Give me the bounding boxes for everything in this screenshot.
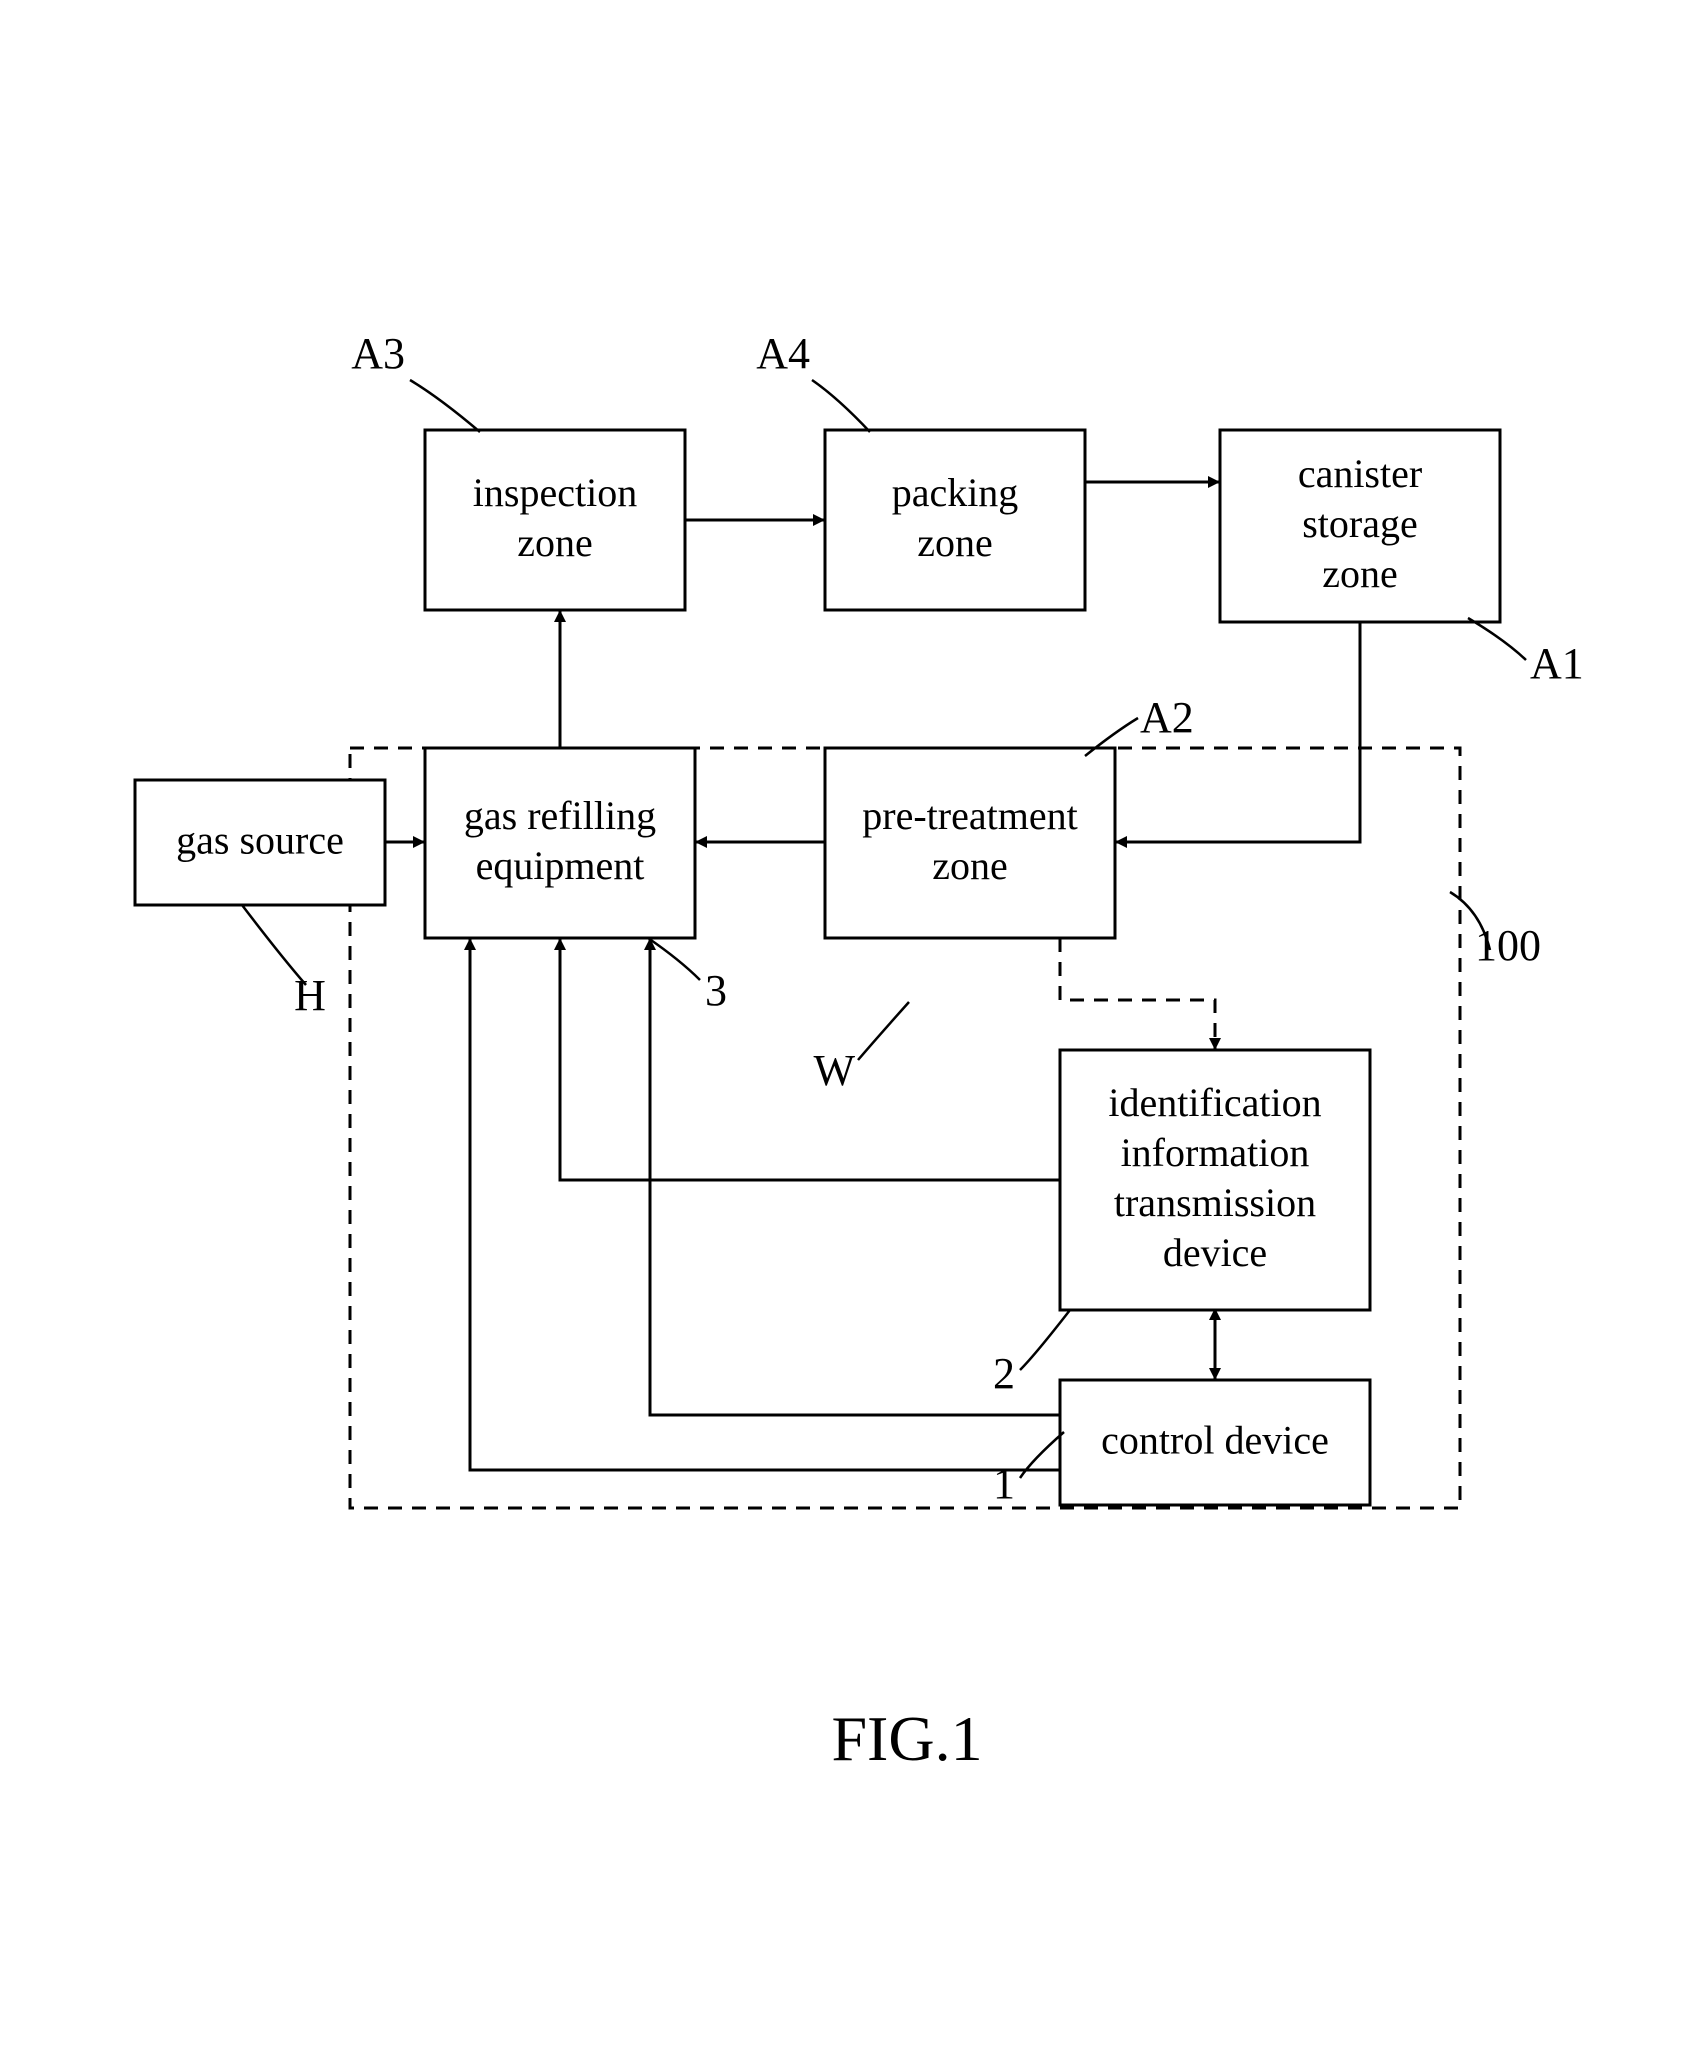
lead-ident (1020, 1310, 1070, 1370)
ref-control: 1 (993, 1459, 1015, 1508)
lead-packing (812, 380, 870, 432)
box-inspection-line1: zone (517, 520, 593, 565)
box-canister-line0: canister (1298, 451, 1422, 496)
box-pre_treat-line1: zone (932, 843, 1008, 888)
box-gas_source: gas source (135, 780, 385, 905)
box-pre_treat-line0: pre-treatment (862, 793, 1077, 838)
arrow-pretreat-to-ident-dashed (1060, 938, 1215, 1050)
box-gas_refill-line0: gas refilling (464, 793, 656, 838)
ref-inspection: A3 (351, 329, 405, 378)
arrows (385, 482, 1360, 1470)
box-ident-line2: transmission (1114, 1180, 1316, 1225)
box-ident-line3: device (1163, 1230, 1267, 1275)
figure-caption: FIG.1 (831, 1703, 982, 1774)
ref-ident: 2 (993, 1349, 1015, 1398)
ref-gas_source: H (294, 971, 326, 1020)
box-gas_refill-line1: equipment (476, 843, 645, 888)
box-packing: packing zone (825, 430, 1085, 610)
box-gas_refill: gas refilling equipment (425, 748, 695, 938)
box-canister-line1: storage (1302, 501, 1418, 546)
box-ident-line1: information (1121, 1130, 1310, 1175)
ref-gas_refill: 3 (705, 966, 727, 1015)
box-canister: canister storage zone (1220, 430, 1500, 622)
box-inspection: inspection zone (425, 430, 685, 610)
ref-pre_treat: A2 (1140, 693, 1194, 742)
box-control-line0: control device (1101, 1418, 1329, 1463)
box-packing-line1: zone (917, 520, 993, 565)
box-inspection-line0: inspection (473, 470, 637, 515)
ref-label-100: 100 (1475, 921, 1541, 970)
ref-packing: A4 (756, 329, 810, 378)
lead-canister (1468, 618, 1526, 660)
box-packing-line0: packing (892, 470, 1019, 515)
ref-canister: A1 (1530, 639, 1584, 688)
box-gas_source-line0: gas source (176, 818, 344, 863)
lead-W (858, 1002, 909, 1060)
box-canister-line2: zone (1322, 551, 1398, 596)
lead-inspection (410, 380, 480, 432)
ref-W: W (813, 1046, 855, 1095)
box-pre_treat: pre-treatment zone (825, 748, 1115, 938)
box-ident: identification information transmission dev… (1060, 1050, 1370, 1310)
box-ident-line0: identification (1108, 1080, 1321, 1125)
arrow-ident-to-refill (560, 938, 1060, 1180)
lead-gas_refill (648, 938, 700, 980)
box-control: control device (1060, 1380, 1370, 1505)
